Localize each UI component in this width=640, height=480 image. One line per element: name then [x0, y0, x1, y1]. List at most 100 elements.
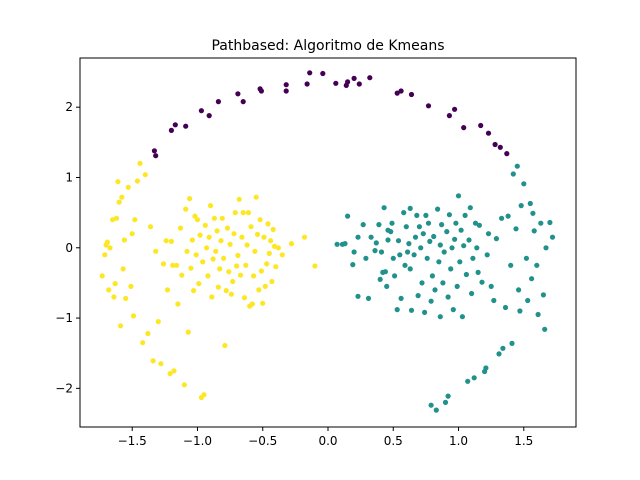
y-axis: −2 −1 0 1 2	[55, 100, 80, 395]
cluster-1-point-86	[469, 290, 475, 297]
cluster-2-point-43	[181, 382, 187, 388]
cluster-1-point-20	[384, 283, 390, 289]
cluster-1-point-106	[508, 262, 514, 268]
cluster-1-point-115	[523, 255, 530, 261]
cluster-1-point-95	[483, 365, 489, 371]
cluster-2-point-6	[110, 217, 116, 223]
cluster-2-point-74	[222, 342, 228, 349]
x-tick-label-2: −0.5	[248, 434, 277, 448]
cluster-1-point-102	[499, 215, 505, 221]
cluster-2-point-94	[248, 224, 254, 230]
cluster-1-point-124	[540, 292, 547, 298]
cluster-2-point-62	[206, 234, 212, 240]
cluster-1-point-96	[484, 252, 490, 258]
cluster-1-point-6	[355, 234, 361, 240]
cluster-2-point-114	[275, 245, 281, 251]
cluster-2-point-95	[249, 301, 255, 307]
cluster-0-point-1	[153, 153, 159, 159]
cluster-0-point-33	[497, 144, 503, 150]
cluster-2-point-36	[168, 238, 174, 244]
cluster-2-point-33	[163, 238, 169, 244]
cluster-1-point-38	[408, 307, 415, 313]
cluster-1-point-105	[505, 213, 511, 219]
cluster-2-point-11	[116, 199, 122, 205]
cluster-1-point-49	[424, 255, 430, 261]
cluster-1-point-85	[467, 205, 473, 211]
cluster-0-point-19	[345, 79, 351, 85]
cluster-2-point-87	[239, 234, 245, 240]
cluster-1-point-68	[445, 393, 451, 399]
cluster-0-point-5	[198, 108, 204, 114]
cluster-0-point-12	[283, 82, 289, 88]
cluster-1-point-8	[360, 222, 366, 228]
cluster-0-point-8	[235, 91, 241, 97]
cluster-1-point-54	[429, 273, 435, 279]
cluster-2-point-44	[183, 206, 189, 212]
cluster-0-point-31	[485, 130, 492, 136]
cluster-1-point-92	[476, 222, 482, 228]
cluster-1-point-75	[454, 283, 460, 289]
cluster-1-point-46	[420, 231, 426, 237]
cluster-1-point-7	[355, 293, 361, 299]
cluster-1-point-39	[411, 252, 417, 258]
cluster-1-point-13	[373, 240, 379, 246]
cluster-2-point-41	[177, 225, 184, 231]
cluster-2-point-79	[228, 291, 234, 297]
cluster-1-point-42	[415, 293, 421, 299]
cluster-2-point-84	[235, 252, 241, 259]
cluster-1-point-2	[342, 241, 348, 247]
cluster-2-point-61	[205, 273, 211, 279]
cluster-0-point-27	[446, 113, 452, 119]
cluster-2-point-63	[207, 203, 214, 209]
cluster-1-point-90	[474, 245, 480, 251]
cluster-0-point-6	[206, 113, 212, 119]
cluster-1-point-63	[440, 280, 446, 286]
x-tick-label-6: 1.5	[514, 434, 533, 448]
cluster-1-point-25	[390, 255, 396, 261]
cluster-1-point-12	[372, 248, 378, 254]
cluster-2-point-49	[189, 237, 195, 243]
cluster-0-point-9	[240, 99, 246, 105]
cluster-0-point-23	[394, 90, 400, 96]
cluster-1-point-100	[493, 236, 499, 242]
cluster-0-point-14	[307, 70, 313, 76]
cluster-1-point-62	[439, 222, 445, 228]
cluster-2-point-100	[256, 287, 262, 293]
cluster-1-point-59	[436, 259, 442, 265]
cluster-1-point-79	[459, 314, 465, 320]
cluster-1-point-99	[491, 297, 497, 304]
x-tick-label-4: 0.5	[384, 434, 403, 448]
cluster-2-point-102	[258, 268, 264, 274]
cluster-1-point-31	[401, 210, 407, 216]
cluster-2-point-45	[184, 248, 190, 254]
cluster-1-point-26	[392, 273, 398, 279]
axes-frame	[79, 57, 577, 428]
cluster-2-point-54	[196, 281, 202, 287]
cluster-1-point-45	[419, 280, 425, 286]
cluster-2-point-107	[265, 221, 271, 227]
cluster-2-point-80	[230, 278, 236, 285]
cluster-1-point-91	[475, 269, 481, 275]
cluster-2-point-29	[153, 248, 159, 254]
cluster-1-point-35	[406, 241, 412, 247]
cluster-1-point-19	[382, 269, 388, 275]
cluster-2-point-116	[288, 241, 295, 247]
cluster-2-point-19	[129, 231, 135, 237]
cluster-0-point-4	[183, 123, 189, 129]
cluster-2-point-12	[117, 323, 124, 329]
cluster-2-point-5	[107, 245, 113, 251]
cluster-1-point-51	[427, 238, 433, 244]
cluster-1-point-74	[453, 220, 459, 226]
cluster-1-point-67	[445, 294, 451, 300]
cluster-0-point-0	[151, 148, 157, 154]
cluster-2-point-34	[164, 287, 171, 293]
y-tick-label-4: 2	[65, 100, 73, 114]
cluster-2-point-77	[226, 269, 232, 275]
cluster-1-point-101	[496, 351, 502, 357]
cluster-1-point-27	[394, 307, 400, 313]
cluster-1-point-32	[402, 262, 408, 268]
cluster-1-point-119	[530, 210, 536, 216]
cluster-1-point-28	[395, 238, 402, 244]
cluster-1-point-50	[425, 220, 432, 226]
